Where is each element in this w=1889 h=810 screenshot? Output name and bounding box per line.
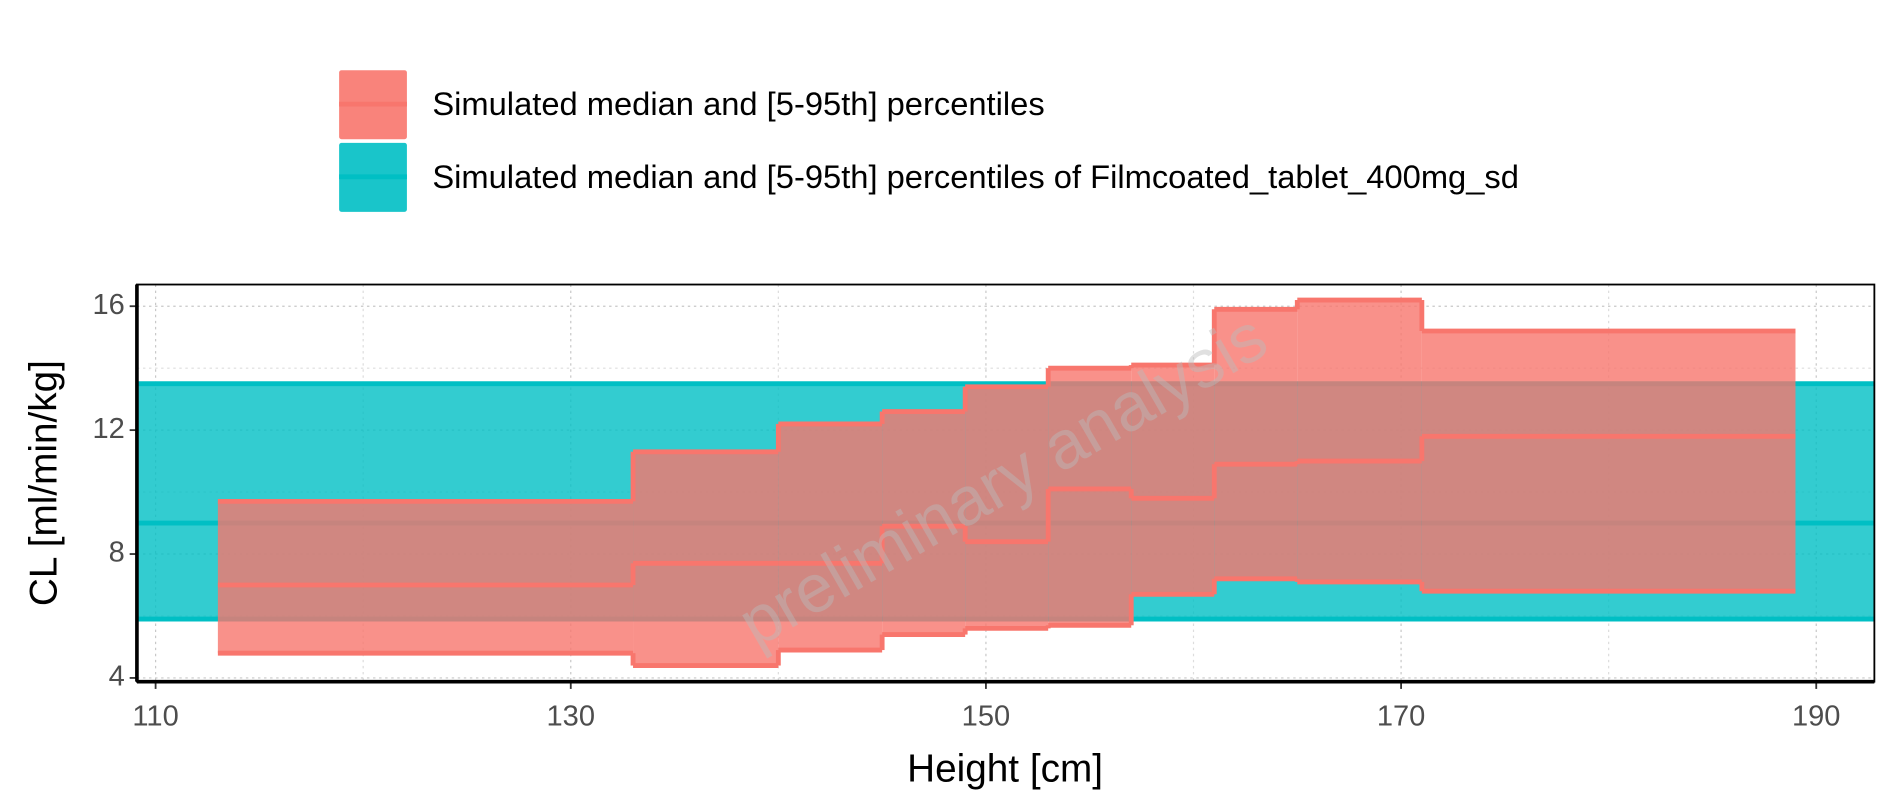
band-segment bbox=[965, 386, 1049, 629]
band-segment bbox=[1214, 309, 1298, 579]
x-tick-label: 150 bbox=[962, 701, 1010, 733]
band-segment bbox=[778, 423, 883, 651]
y-tick-label: 8 bbox=[109, 537, 125, 569]
band-segment bbox=[1297, 300, 1422, 582]
y-tick-label: 16 bbox=[93, 289, 125, 321]
series bbox=[217, 297, 1796, 668]
y-tick-label: 4 bbox=[109, 661, 125, 693]
band-segment bbox=[1421, 330, 1796, 592]
x-tick-label: 110 bbox=[132, 701, 178, 733]
y-tick-label: 12 bbox=[93, 413, 125, 445]
y-axis-title: CL [ml/min/kg] bbox=[22, 360, 65, 606]
band-segment bbox=[1131, 365, 1215, 595]
x-tick-label: 170 bbox=[1377, 701, 1425, 733]
x-axis-title: Height [cm] bbox=[907, 747, 1103, 790]
x-tick-label: 190 bbox=[1792, 701, 1840, 733]
legend-label: Simulated median and [5-95th] percentile… bbox=[432, 158, 1519, 195]
band-segment bbox=[882, 411, 966, 635]
plot-area bbox=[136, 297, 1875, 668]
band-segment bbox=[217, 501, 634, 654]
band-segment bbox=[1048, 368, 1132, 626]
band-segment bbox=[633, 451, 779, 666]
legend-label: Simulated median and [5-95th] percentile… bbox=[432, 85, 1044, 122]
x-tick-label: 130 bbox=[547, 701, 595, 733]
